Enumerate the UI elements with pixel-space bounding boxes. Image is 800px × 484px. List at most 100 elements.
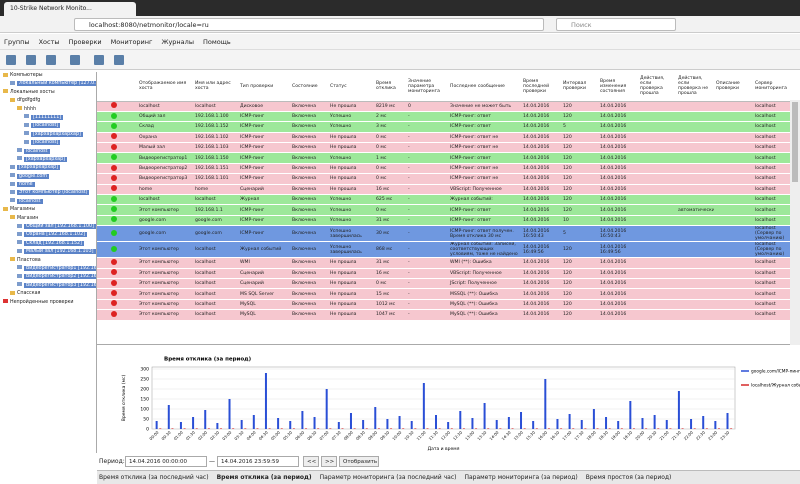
tree-node[interactable]: Видеорегистратор3 [192.168.1.101] <box>0 282 96 290</box>
cell: ICMP-пинг: ответ <box>448 111 521 123</box>
table-row[interactable]: Этот компьютер localhost WMI Включена Не про… <box>97 257 791 269</box>
tree-node[interactable]: Магазин <box>0 215 96 223</box>
table-row[interactable]: Видеорегистратор2 192.168.1.151 ICMP-пинг В… <box>97 163 791 175</box>
tool-icon[interactable] <box>114 55 124 65</box>
table-row[interactable]: Этот компьютер localhost MySQL Включена Не п… <box>97 299 791 311</box>
cell: 625 мс <box>374 194 406 206</box>
table-row[interactable]: Этот компьютер localhost Сценарий Включена Н… <box>97 278 791 290</box>
tree-node[interactable]: hhhh <box>0 106 96 114</box>
table-row[interactable]: Общий зал 192.168.1.100 ICMP-пинг Включена У… <box>97 111 791 123</box>
browser-tab[interactable]: 10-Strike Network Monito... <box>4 2 136 16</box>
scrollbar[interactable] <box>790 100 800 345</box>
table-row[interactable]: Малый зал 192.168.1.103 ICMP-пинг Включена Н… <box>97 142 791 154</box>
cell: localhost <box>753 121 791 133</box>
tree-node[interactable]: Видеорегистратор1 [192.168.1.150] <box>0 265 96 273</box>
bar <box>462 428 465 429</box>
cell: 14.04.2016 <box>521 132 561 144</box>
chart-tab[interactable]: Время отклика (за последний час) <box>99 474 209 481</box>
search-box[interactable]: Поиск <box>556 18 676 31</box>
status-cell <box>109 225 137 243</box>
tree-node[interactable]: Этот компьютер (localhost) <box>0 189 96 197</box>
bar <box>159 428 162 429</box>
prev-button[interactable]: << <box>303 456 319 467</box>
date-to[interactable]: 14.04.2016 23:59:59 <box>217 456 299 467</box>
tree-node[interactable]: [хархархархар] <box>0 156 96 164</box>
chart-tab[interactable]: Время простоя (за период) <box>585 474 672 481</box>
tool-icon[interactable] <box>46 55 56 65</box>
tree-node[interactable]: Пластова <box>0 257 96 265</box>
node-label: Склад [192.168.1.152] <box>24 240 84 246</box>
cell: Успешно <box>328 121 374 133</box>
x-tick-label: 07:30 <box>330 429 342 441</box>
table-row[interactable]: Этот компьютер localhost MySQL Включена Не п… <box>97 309 791 321</box>
cell: Этот компьютер <box>137 288 193 300</box>
table-row[interactable]: Видеорегистратор3 192.168.1.101 ICMP-пинг В… <box>97 173 791 185</box>
table-row[interactable]: localhost localhost Журнал Включена Успешно 6… <box>97 194 791 206</box>
date-from[interactable]: 14.04.2016 00:00:00 <box>125 456 207 467</box>
cell: WMI (**): Ошибка <box>448 257 521 269</box>
tree-node[interactable]: home <box>0 181 96 189</box>
tree-node[interactable]: Непройденные проверки <box>0 299 96 307</box>
table-row[interactable]: home home Сценарий Включена Не прошла 16 мс - V… <box>97 184 791 196</box>
menu-item[interactable]: Помощь <box>202 38 231 46</box>
table-row[interactable]: Склад 192.168.1.152 ICMP-пинг Включена Успеш… <box>97 121 791 133</box>
cell <box>638 121 676 133</box>
table-row[interactable]: Этот компьютер localhost Журнал событий Вкл… <box>97 241 791 259</box>
tree-node[interactable]: Компьютеры <box>0 72 96 80</box>
scroll-thumb[interactable] <box>792 102 798 182</box>
tool-icon[interactable] <box>26 55 36 65</box>
chart-tab[interactable]: Параметр мониторинга (за период) <box>464 474 578 481</box>
table-row[interactable]: Этот компьютер localhost Сценарий Включена Н… <box>97 268 791 279</box>
tree-node[interactable]: Локальный компьютер (127.0.0.1) <box>0 80 96 88</box>
table-row[interactable]: Этот компьютер localhost MS SQL Server Вклю… <box>97 288 791 300</box>
bar <box>204 410 207 429</box>
table-row[interactable]: google.com google.com ICMP-пинг Включена Усп… <box>97 225 791 243</box>
cell <box>676 268 714 279</box>
tool-icon[interactable] <box>94 55 104 65</box>
table-row[interactable]: Видеорегистратор1 192.168.1.150 ICMP-пинг В… <box>97 152 791 164</box>
menu-item[interactable]: Мониторинг <box>110 38 153 46</box>
tool-icon[interactable] <box>6 55 16 65</box>
tree-node[interactable]: Общий зал [192.168.1.100] <box>0 223 96 231</box>
tree-node[interactable]: Видеорегистратор2 [192.168.1.151] <box>0 273 96 281</box>
tree-node[interactable]: Малый зал [192.168.1.103] <box>0 248 96 256</box>
tree-node[interactable]: Склад [192.168.1.152] <box>0 240 96 248</box>
node-label: Охрана [192.168.1.102] <box>24 232 88 238</box>
cell: 1 мс <box>374 152 406 164</box>
cell: 1047 мс <box>374 309 406 321</box>
tree-node[interactable]: [localhost] <box>0 139 96 147</box>
tree-node[interactable]: Магазины <box>0 206 96 214</box>
address-bar[interactable]: localhost:8080/netmonitor/locale=ru <box>74 18 544 31</box>
tool-icon[interactable] <box>70 55 80 65</box>
tree-node[interactable]: localhost <box>0 148 96 156</box>
tree-node[interactable]: Спасская <box>0 290 96 298</box>
cell: ICMP-пинг <box>238 215 290 227</box>
chart-tab[interactable]: Время отклика (за период) <box>216 474 312 481</box>
menu-item[interactable]: Проверки <box>68 38 102 46</box>
table-row[interactable]: localhost localhost Дисковое Включена Не про… <box>97 101 791 112</box>
menu-item[interactable]: Хосты <box>38 38 60 46</box>
tree-node[interactable]: dfgdfgdfg <box>0 97 96 105</box>
show-button[interactable]: Отобразить <box>339 456 379 467</box>
cell: Не прошла <box>328 142 374 154</box>
tree-node[interactable]: [хархархархархар] <box>0 131 96 139</box>
menu-item[interactable]: Журналы <box>161 38 194 46</box>
table-row[interactable]: google.com google.com ICMP-пинг Включена Усп… <box>97 215 791 227</box>
next-button[interactable]: >> <box>321 456 337 467</box>
header-cell: Действия, если проверка не прошла <box>676 72 714 102</box>
cell: Не прошла <box>328 163 374 175</box>
chart-tab[interactable]: Параметр мониторинга (за последний час) <box>319 474 457 481</box>
tree-node[interactable]: [11111111] <box>0 114 96 122</box>
bar <box>608 428 611 429</box>
tree-node[interactable]: Локальные хосты <box>0 89 96 97</box>
table-row[interactable]: Охрана 192.168.1.102 ICMP-пинг Включена Не п… <box>97 132 791 144</box>
cell <box>638 278 676 290</box>
tree-node[interactable]: [хархархархар] <box>0 164 96 172</box>
table-row[interactable]: Этот компьютер 192.168.1.1 ICMP-пинг Включе… <box>97 204 791 216</box>
menu-item[interactable]: Группы <box>4 38 30 46</box>
tree-node[interactable]: [localhost] <box>0 122 96 130</box>
tree-node[interactable]: google.com <box>0 173 96 181</box>
tree-node[interactable]: Охрана [192.168.1.102] <box>0 231 96 239</box>
tree-node[interactable]: localhost <box>0 198 96 206</box>
spacer-cell <box>97 278 109 290</box>
